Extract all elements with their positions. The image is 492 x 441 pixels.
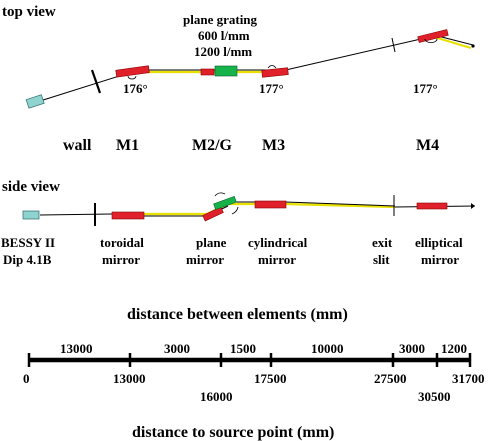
label-exit-line1: exit (372, 235, 393, 250)
m1-rotation-arc (127, 75, 137, 80)
label-plane-line2: mirror (186, 252, 224, 267)
label-elliptical-line1: elliptical (415, 235, 463, 250)
top-sample-point (471, 44, 475, 48)
scale-top-title: distance between elements (mm) (127, 306, 348, 323)
top-m1-mirror (115, 65, 150, 78)
side-view-title: side view (2, 179, 60, 195)
side-grating (213, 196, 237, 210)
grating-label-line3: 1200 l/mm (194, 44, 252, 59)
side-grating-arc-bottom (231, 206, 239, 215)
label-cylindrical-line1: cylindrical (248, 235, 308, 250)
position-label: 16000 (200, 389, 233, 404)
wall-line (90, 69, 102, 94)
label-wall: wall (63, 137, 92, 154)
position-label: 31700 (452, 371, 485, 386)
position-label: 17500 (254, 371, 287, 386)
position-label: 0 (23, 371, 30, 386)
m3-rotation-arc (267, 65, 277, 69)
side-cylindrical-mirror (254, 200, 287, 209)
top-m3-mirror (261, 67, 289, 78)
top-exit-slit (391, 37, 396, 53)
label-m4: M4 (416, 137, 439, 154)
side-source (22, 210, 40, 220)
grating-label-line2: 600 l/mm (198, 28, 250, 43)
label-source-line2: Dip 4.1B (3, 252, 52, 267)
top-view-beam (39, 34, 474, 102)
label-plane-line1: plane (196, 235, 227, 250)
top-source (25, 94, 45, 109)
label-m1: M1 (116, 137, 139, 154)
segment-label: 1500 (230, 341, 256, 356)
label-exit-line2: slit (373, 252, 390, 267)
m4-rotation-arc (424, 38, 438, 43)
grating-label-line1: plane grating (183, 12, 258, 27)
top-grating (214, 65, 238, 77)
top-m2-mirror (200, 68, 215, 76)
side-grating-arc-top (214, 192, 226, 197)
segment-label: 10000 (311, 341, 344, 356)
position-label: 30500 (418, 389, 451, 404)
segment-label: 1200 (441, 341, 467, 356)
label-toroidal-line2: mirror (102, 252, 140, 267)
angle-m4: 177° (413, 81, 438, 96)
label-m2g: M2/G (192, 137, 233, 154)
segment-label: 13000 (60, 341, 93, 356)
label-m3: M3 (262, 137, 285, 154)
position-label: 27500 (374, 371, 407, 386)
angle-m3: 177° (259, 81, 284, 96)
label-elliptical-line2: mirror (421, 252, 459, 267)
side-elliptical-mirror (416, 202, 448, 210)
scale-bar (27, 353, 472, 367)
position-label: 13000 (113, 371, 146, 386)
side-plane-mirror (202, 206, 224, 222)
angle-m1: 176° (123, 81, 148, 96)
segment-label: 3000 (164, 341, 190, 356)
side-toroidal-mirror (111, 211, 145, 220)
segment-label: 3000 (399, 341, 425, 356)
label-toroidal-line1: toroidal (100, 235, 144, 250)
label-source-line1: BESSY II (1, 235, 55, 250)
side-sample-arrow-icon (471, 203, 475, 209)
label-cylindrical-line2: mirror (258, 252, 296, 267)
top-view-title: top view (2, 4, 56, 20)
scale-bottom-title: distance to source point (mm) (132, 424, 334, 441)
